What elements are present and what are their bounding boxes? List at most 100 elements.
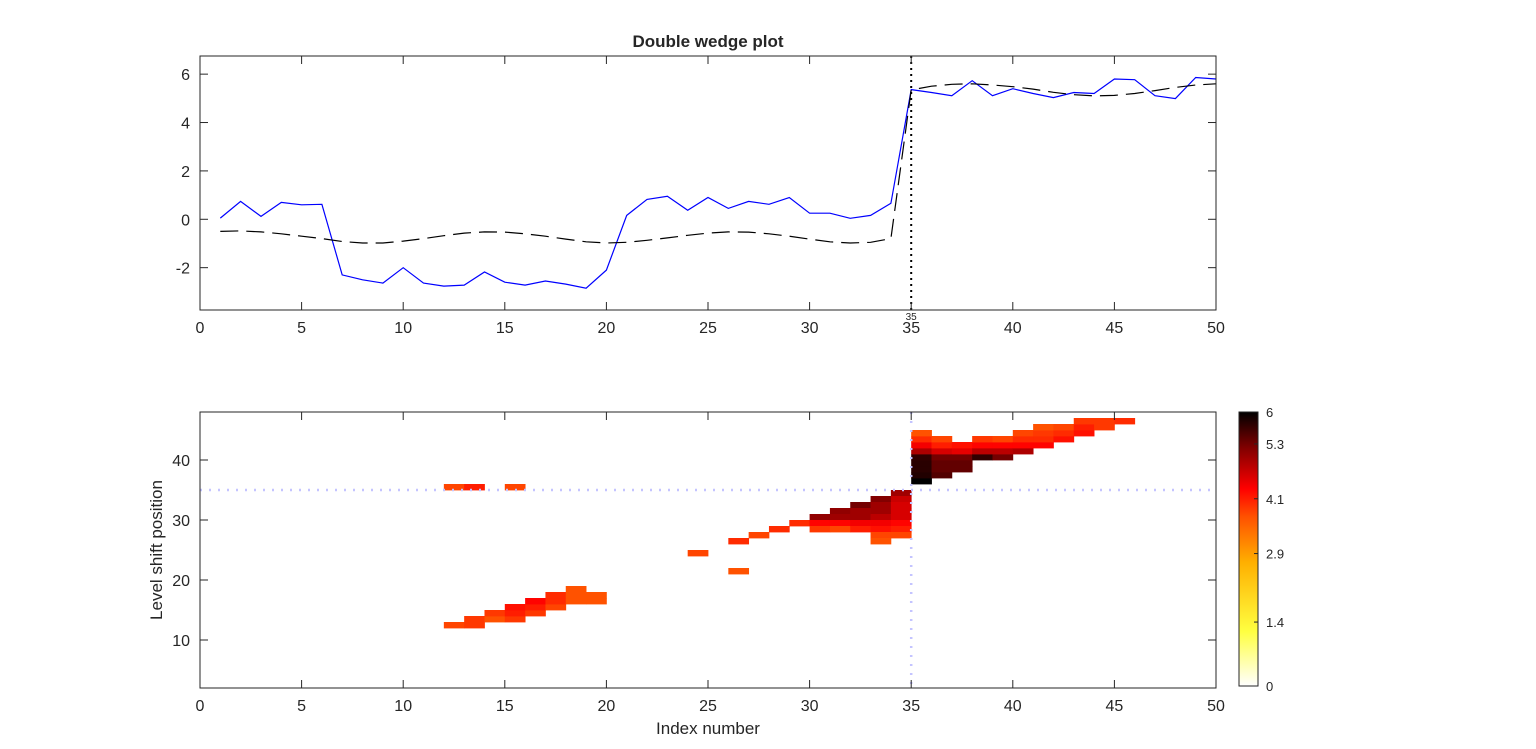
heatmap-cell — [931, 466, 953, 473]
heatmap-cell — [829, 520, 851, 527]
heatmap-cell — [972, 436, 993, 443]
y-tick-label: 0 — [181, 212, 190, 229]
x-tick-label: 20 — [598, 698, 616, 715]
heatmap-cell — [931, 436, 953, 443]
heatmap-cell — [870, 496, 892, 503]
x-tick-label: 35 — [902, 320, 920, 337]
heatmap-cell — [951, 454, 973, 461]
heatmap-cell — [870, 514, 892, 521]
heatmap-cell — [911, 454, 932, 461]
heatmap-cell — [870, 508, 892, 515]
heatmap-cell — [728, 538, 750, 545]
heatmap-cell — [1033, 430, 1054, 437]
heatmap-cell — [951, 466, 973, 473]
heatmap-cell — [525, 604, 546, 611]
heatmap-cell — [911, 466, 932, 473]
heatmap-cell — [992, 436, 1014, 443]
heatmap-cell — [1094, 418, 1115, 425]
colorbar-tick-label: 6 — [1266, 405, 1273, 420]
heatmap-cell — [850, 502, 871, 509]
heatmap-cell — [890, 502, 912, 509]
heatmap-cell — [504, 610, 526, 617]
y-tick-label: 6 — [181, 67, 190, 84]
bottom-x-axis-label: Index number — [656, 719, 760, 738]
heatmap-cell — [911, 430, 932, 437]
heatmap-cell — [1114, 418, 1136, 425]
x-tick-label: 45 — [1106, 320, 1124, 337]
x-tick-label: 25 — [699, 320, 717, 337]
heatmap-cell — [687, 550, 709, 557]
heatmap-cell — [443, 622, 465, 629]
heatmap-cell — [545, 592, 567, 599]
colorbar: 0 1.4 2.9 4.1 5.3 6 — [1238, 405, 1284, 694]
dashed-series-line — [220, 83, 1217, 244]
heatmap-cell — [504, 604, 526, 611]
heatmap-cell — [1094, 424, 1115, 431]
heatmap-cell — [829, 514, 851, 521]
heatmap-cell — [586, 592, 607, 599]
heatmap-cell — [850, 508, 871, 515]
heatmap-cell — [931, 448, 953, 455]
heatmap-cell — [931, 442, 953, 449]
heatmap-cell — [789, 520, 810, 527]
vertical-marker-label: 35 — [906, 312, 918, 323]
heatmap-cell — [565, 592, 587, 599]
heatmap-cell — [1053, 424, 1075, 431]
x-tick-label: 15 — [496, 320, 514, 337]
heatmap-cell — [768, 526, 790, 533]
x-tick-label: 0 — [196, 320, 205, 337]
x-tick-label: 30 — [801, 698, 819, 715]
y-tick-label: -2 — [176, 261, 190, 278]
bottom-y-axis-label: Level shift position — [147, 480, 166, 620]
heatmap-cell — [972, 454, 993, 461]
heatmap-cell — [972, 448, 993, 455]
heatmap-cell — [545, 604, 567, 611]
heatmap-cell — [992, 442, 1014, 449]
heatmap-cell — [1033, 436, 1054, 443]
x-tick-label: 40 — [1004, 698, 1022, 715]
bottom-heatmap: 0 5 10 15 20 25 30 35 40 45 50 10 20 30 40 — [172, 411, 1225, 715]
top-line-chart: 35 0 5 10 15 20 25 30 35 40 45 50 -2 0 2 4 6 — [176, 55, 1225, 337]
heatmap-cell — [829, 508, 851, 515]
heatmap-cell — [728, 568, 750, 575]
colorbar-tick-label: 2.9 — [1266, 547, 1284, 562]
heatmap-cell — [1012, 448, 1034, 455]
x-tick-label: 30 — [801, 320, 819, 337]
heatmap-cell — [748, 532, 770, 539]
x-tick-label: 45 — [1106, 698, 1124, 715]
heatmap-cell — [890, 514, 912, 521]
heatmap-cell — [1012, 442, 1034, 449]
x-tick-label: 10 — [394, 698, 412, 715]
heatmap-cell — [911, 436, 932, 443]
colorbar-scale — [1238, 411, 1259, 687]
x-tick-label: 5 — [297, 698, 306, 715]
heatmap-cell — [890, 532, 912, 539]
heatmap-cell — [972, 442, 993, 449]
heatmap-cell — [1012, 436, 1034, 443]
heatmap-cell — [992, 454, 1014, 461]
heatmap-cell — [504, 484, 526, 491]
heatmap-cell — [911, 472, 932, 479]
heatmap-cell — [870, 502, 892, 509]
heatmap-cell — [484, 616, 506, 623]
x-tick-label: 10 — [394, 320, 412, 337]
colorbar-tick-label: 4.1 — [1266, 492, 1284, 507]
heatmap-cell — [565, 598, 587, 605]
solid-series-line — [219, 76, 1217, 289]
heatmap-cell — [850, 526, 871, 533]
x-tick-label: 0 — [196, 698, 205, 715]
heatmap-cell — [890, 520, 912, 527]
x-tick-label: 20 — [598, 320, 616, 337]
heatmap-cell — [890, 496, 912, 503]
heatmap-cell — [1033, 424, 1054, 431]
heatmap-cell — [809, 520, 831, 527]
top-chart-title: Double wedge plot — [632, 32, 783, 51]
heatmap-cell — [1073, 418, 1095, 425]
heatmap-cell — [464, 484, 485, 491]
heatmap-cell — [1012, 430, 1034, 437]
heatmap-cell — [890, 490, 912, 497]
y-tick-label: 40 — [172, 453, 190, 470]
heatmap-cell — [890, 526, 912, 533]
heatmap-cell — [870, 520, 892, 527]
heatmap-cell — [1053, 436, 1075, 443]
